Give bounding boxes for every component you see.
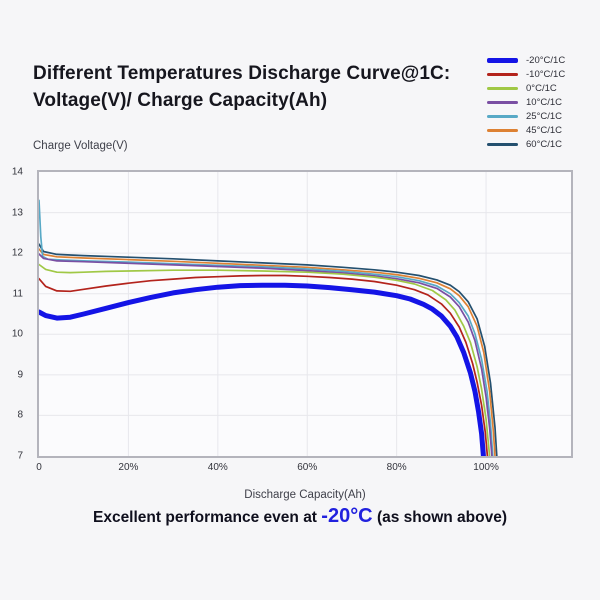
legend-item: 0°C/1C [487, 83, 578, 94]
x-tick-label: 20% [118, 462, 139, 473]
chart-title-line1: Different Temperatures Discharge Curve@1… [33, 63, 451, 84]
legend-label: -20°C/1C [526, 55, 566, 66]
legend-item: 45°C/1C [487, 125, 578, 136]
legend-label: 60°C/1C [526, 139, 563, 150]
legend-line-icon [487, 73, 518, 76]
curve-60c1c [39, 243, 498, 456]
x-tick-label: 60% [297, 462, 318, 473]
curve-0c1c [39, 263, 491, 456]
plot-area [37, 170, 573, 458]
legend-label: 10°C/1C [526, 97, 563, 108]
legend-line-icon [487, 58, 518, 63]
x-tick-label: 40% [207, 462, 228, 473]
legend-label: 0°C/1C [526, 83, 557, 94]
footnote-prefix: Excellent performance even at [92, 509, 322, 526]
y-tick-label: 13 [11, 207, 23, 219]
curves-svg [39, 172, 571, 456]
footnote: Excellent performance even at -20°C (as … [0, 505, 600, 528]
y-tick-label: 8 [17, 409, 23, 421]
legend-line-icon [487, 143, 518, 146]
y-tick-label: 11 [12, 288, 23, 300]
legend-item: -20°C/1C [487, 55, 578, 66]
y-tick-label: 12 [11, 247, 23, 259]
legend-line-icon [487, 115, 518, 118]
legend-item: 60°C/1C [487, 139, 578, 150]
legend-line-icon [487, 129, 518, 132]
y-tick-label: 7 [17, 450, 23, 462]
y-tick-label: 14 [11, 166, 23, 178]
x-tick-label: 80% [386, 462, 407, 473]
y-tick-label: 9 [17, 369, 23, 381]
chart-title: Different Temperatures Discharge Curve@1… [33, 60, 450, 114]
curve-10c1c [39, 253, 493, 456]
legend-line-icon [487, 101, 518, 104]
y-axis-tick-labels: 7 8 9 10 11 12 13 14 [0, 166, 31, 462]
legend-label: -10°C/1C [526, 69, 566, 80]
legend: -20°C/1C -10°C/1C 0°C/1C 10°C/1C 25°C/1C 45°C… [487, 55, 578, 150]
curve--10c1c [39, 274, 489, 456]
footnote-highlight: -20°C [321, 505, 373, 527]
legend-label: 25°C/1C [526, 111, 563, 122]
curve--20c1c [39, 282, 486, 456]
x-tick-label: 0 [36, 462, 42, 473]
x-tick-label: 100% [473, 462, 499, 473]
legend-item: 10°C/1C [487, 97, 578, 108]
x-axis-title: Discharge Capacity(Ah) [244, 489, 366, 501]
curve-25c1c [39, 199, 494, 456]
curve-45c1c [39, 248, 496, 456]
y-axis-title: Charge Voltage(V) [33, 140, 128, 152]
legend-item: -10°C/1C [487, 69, 578, 80]
legend-item: 25°C/1C [487, 111, 578, 122]
footnote-suffix: (as shown above) [372, 509, 508, 526]
legend-line-icon [487, 87, 518, 90]
legend-label: 45°C/1C [526, 125, 563, 136]
y-tick-label: 10 [11, 328, 23, 340]
chart-title-line2: Voltage(V)/ Charge Capacity(Ah) [33, 90, 328, 111]
x-axis-tick-labels: 0 20% 40% 60% 80% 100% [36, 462, 573, 476]
